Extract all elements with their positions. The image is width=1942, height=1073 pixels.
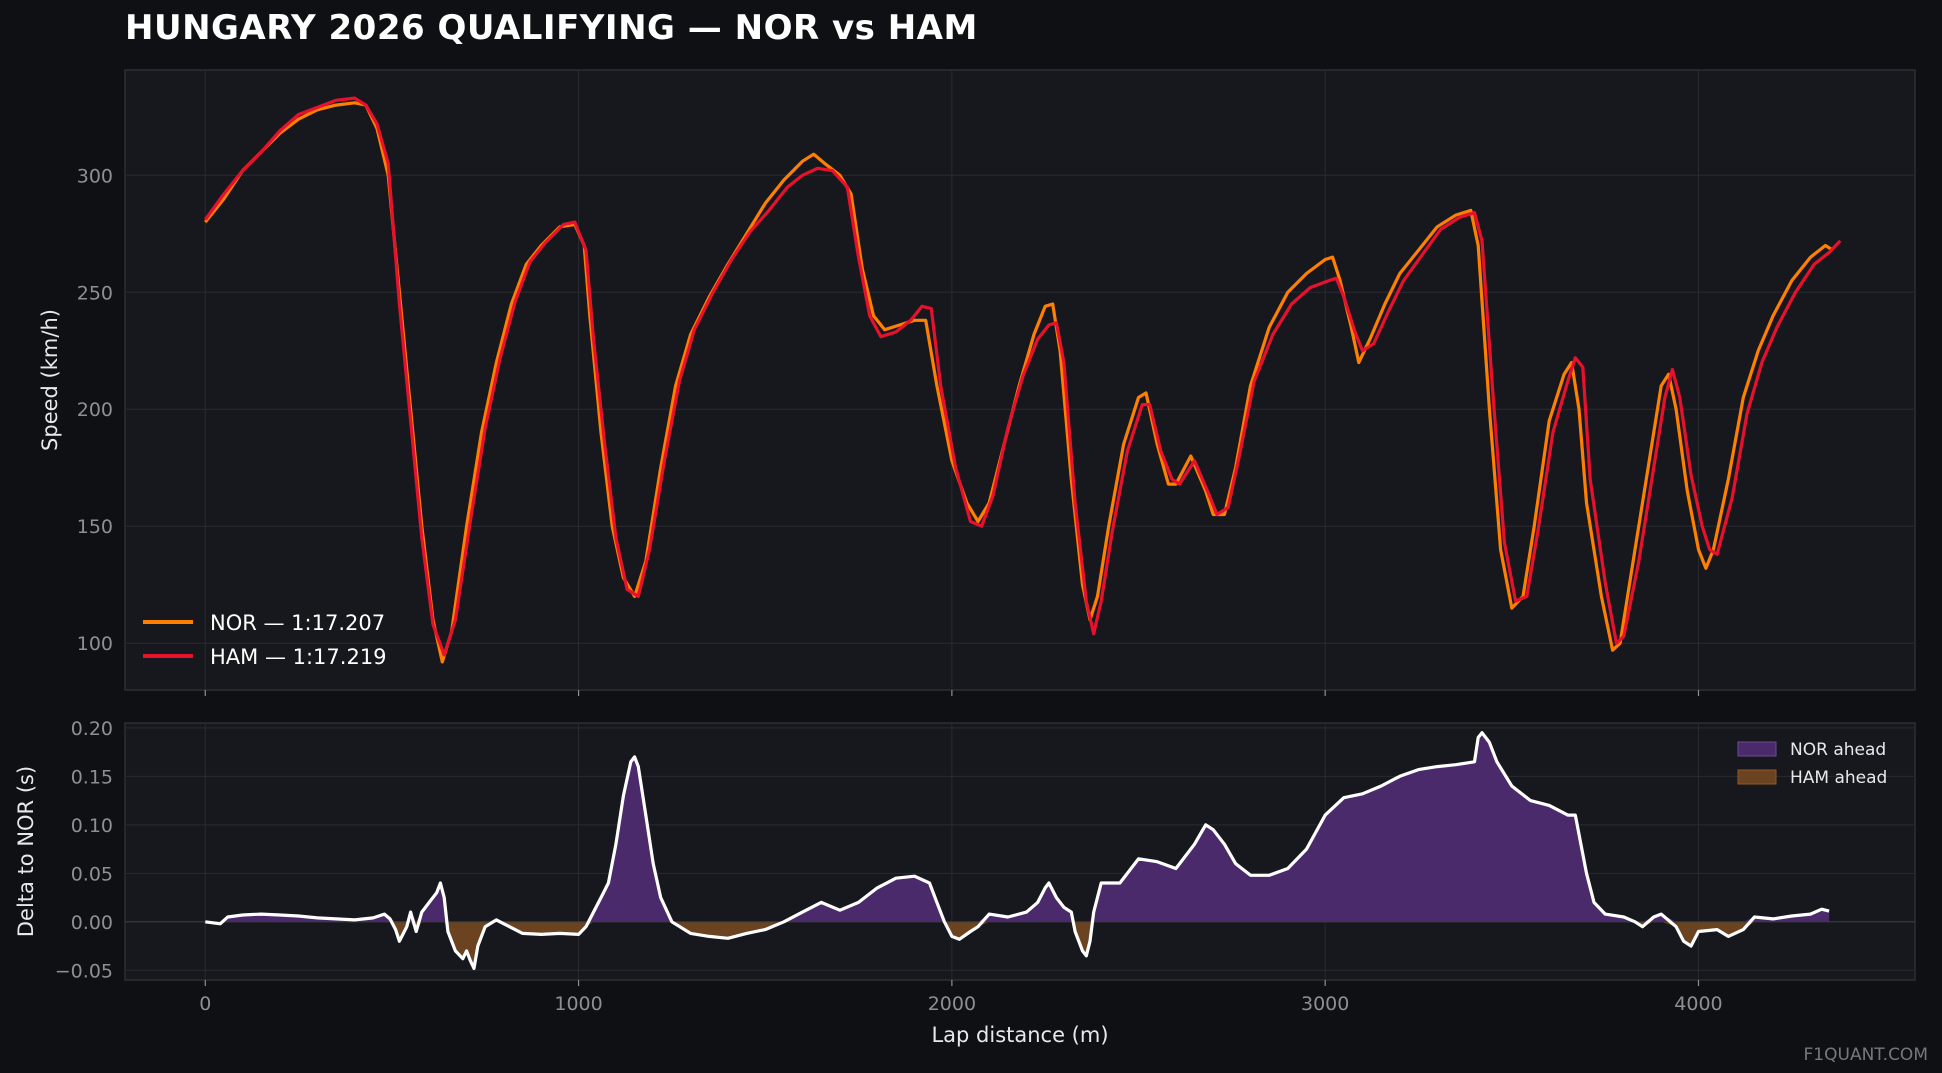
y-tick-label: 150 — [77, 516, 113, 538]
legend-swatch — [1737, 741, 1777, 757]
legend-label: HAM — 1:17.219 — [210, 645, 387, 669]
x-tick-label: 0 — [199, 993, 211, 1015]
legend-swatch — [1737, 769, 1777, 785]
y-tick-label: 0.15 — [71, 766, 113, 788]
y-tick-label: 0.20 — [71, 718, 113, 740]
x-tick-label: 4000 — [1674, 993, 1722, 1015]
x-tick-label: 3000 — [1301, 993, 1349, 1015]
y-tick-label: 100 — [77, 633, 113, 655]
chart-panel-0: 100 150 200 250 300 Speed (km/h) NOR — 1:17.20… — [38, 69, 1916, 696]
y-tick-label: −0.05 — [55, 960, 113, 982]
x-axis-label: Lap distance (m) — [931, 1023, 1108, 1047]
y-tick-label: 0.10 — [71, 815, 113, 837]
delta-line — [205, 731, 1830, 970]
legend-label: HAM ahead — [1790, 768, 1887, 788]
y-tick-label: 200 — [77, 399, 113, 421]
legend-label: NOR ahead — [1790, 740, 1886, 760]
legend-label: NOR — 1:17.207 — [210, 611, 385, 635]
y-axis-label: Speed (km/h) — [38, 309, 62, 451]
y-axis-label: Delta to NOR (s) — [14, 766, 38, 937]
series-line-ham — [204, 96, 1842, 657]
series-line-nor — [204, 101, 1834, 664]
x-tick-label: 2000 — [928, 993, 976, 1015]
x-tick-label: 1000 — [554, 993, 602, 1015]
y-tick-label: 0.05 — [71, 863, 113, 885]
chart-panel-1: −0.05 0.00 0.05 0.10 0.15 0.20 Delta to NOR (s… — [14, 718, 1916, 1047]
watermark: F1QUANT.COM — [1803, 1045, 1928, 1065]
y-tick-label: 0.00 — [71, 912, 113, 934]
y-tick-label: 300 — [77, 165, 113, 187]
chart-title: HUNGARY 2026 QUALIFYING — NOR vs HAM — [125, 8, 978, 48]
plot-area — [124, 722, 1916, 981]
y-tick-label: 250 — [77, 282, 113, 304]
